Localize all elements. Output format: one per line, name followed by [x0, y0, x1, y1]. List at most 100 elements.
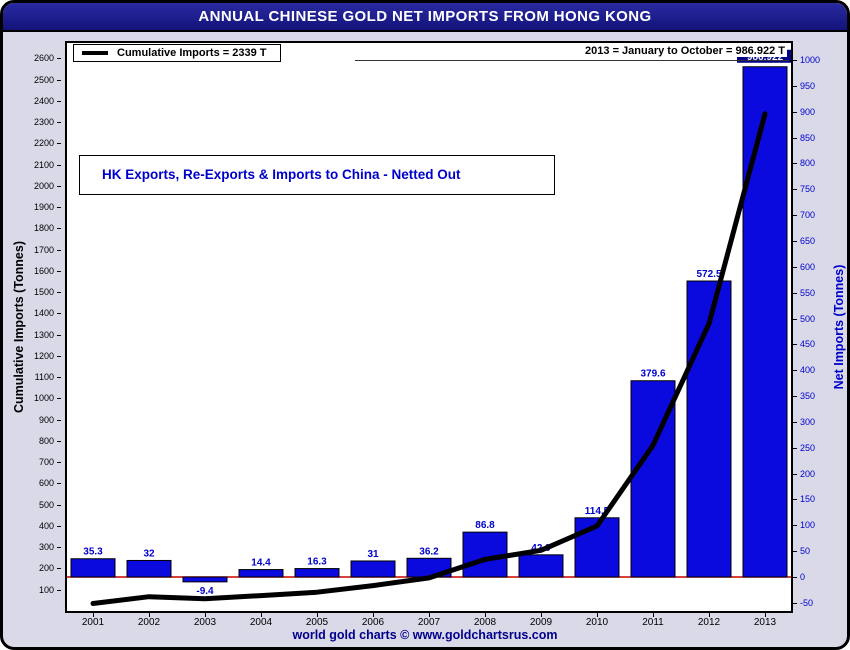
chart-canvas: 35.3 32-9.414.4 16.331 36.286.842.9114.5379…: [67, 49, 791, 606]
x-tick-label: 2002: [137, 617, 161, 628]
left-tick-label: 800: [38, 435, 54, 446]
tick-mark: [93, 613, 94, 617]
footer-credit: world gold charts © www.goldchartsrus.co…: [292, 628, 558, 642]
tick-mark: [793, 577, 797, 578]
tick-mark: [57, 186, 61, 187]
left-tick-label: 500: [38, 499, 54, 510]
left-tick-label: 1700: [33, 244, 54, 255]
left-tick-label: 1300: [33, 329, 54, 340]
header-separator-line: [355, 60, 789, 61]
x-tick-label: 2013: [753, 617, 777, 628]
tick-mark: [429, 613, 430, 617]
tick-mark: [793, 603, 797, 604]
tick-mark: [57, 250, 61, 251]
left-tick-label: 400: [38, 520, 54, 531]
bar-2002: [126, 559, 172, 578]
bar-label: 35.3: [83, 547, 103, 558]
legend-label: Cumulative Imports = 2339 T: [117, 47, 267, 59]
left-tick-label: 2500: [33, 74, 54, 85]
tick-mark: [793, 448, 797, 449]
tick-mark: [57, 590, 61, 591]
tick-mark: [57, 228, 61, 229]
tick-mark: [149, 613, 150, 617]
tick-mark: [793, 293, 797, 294]
tick-mark: [765, 613, 766, 617]
tick-mark: [57, 441, 61, 442]
bar-2001: [70, 558, 116, 578]
tick-mark: [793, 319, 797, 320]
tick-mark: [57, 58, 61, 59]
tick-mark: [57, 165, 61, 166]
left-tick-label: 1000: [33, 393, 54, 404]
tick-mark: [793, 138, 797, 139]
tick-mark: [541, 613, 542, 617]
tick-mark: [793, 551, 797, 552]
x-tick-label: 2001: [81, 617, 105, 628]
tick-mark: [57, 356, 61, 357]
bar-2012: [686, 280, 732, 578]
left-tick-label: 2600: [33, 53, 54, 64]
tick-mark: [793, 499, 797, 500]
tick-mark: [793, 370, 797, 371]
bar-label: 379.6: [640, 369, 665, 380]
right-axis: -50 0 50 100 150 200 250 300 350 400 450 500 550 600 6…: [793, 43, 847, 611]
left-tick-label: 1500: [33, 287, 54, 298]
x-tick-label: 2006: [361, 617, 385, 628]
left-tick-label: 200: [38, 563, 54, 574]
left-tick-label: 1600: [33, 265, 54, 276]
tick-mark: [205, 613, 206, 617]
tick-mark: [57, 505, 61, 506]
tick-mark: [793, 215, 797, 216]
page-title: ANNUAL CHINESE GOLD NET IMPORTS FROM HON…: [3, 3, 847, 32]
right-tick-label: 100: [800, 520, 816, 531]
tick-mark: [793, 241, 797, 242]
tick-mark: [57, 313, 61, 314]
left-tick-label: 2000: [33, 180, 54, 191]
bar-label: 16.3: [307, 557, 327, 568]
x-tick-label: 2007: [417, 617, 441, 628]
left-tick-label: 1100: [34, 372, 54, 383]
plot-area: 35.3 32 -9.4 14.4 16.3 31 36.2 86.8 42.9 114.5 379…: [65, 41, 793, 613]
right-tick-label: 150: [800, 494, 816, 505]
tick-mark: [793, 525, 797, 526]
tick-mark: [793, 86, 797, 87]
tick-mark: [373, 613, 374, 617]
bar-label: 32: [143, 548, 155, 559]
legend: Cumulative Imports = 2339 T: [73, 44, 282, 62]
left-tick-label: 700: [38, 457, 54, 468]
x-tick-label: 2004: [249, 617, 273, 628]
bar-label: 114.5: [585, 506, 610, 517]
right-tick-label: 600: [800, 261, 816, 272]
x-tick-label: 2008: [473, 617, 497, 628]
tick-mark: [597, 613, 598, 617]
tick-mark: [57, 568, 61, 569]
bar-label: 572.5: [696, 269, 721, 280]
tick-mark: [57, 398, 61, 399]
right-tick-label: 850: [800, 132, 816, 143]
tick-mark: [793, 474, 797, 475]
left-axis: 100 200 300 400 500 600 700 800 900 1000 1100 1200 1…: [3, 43, 61, 611]
bar-2009: [518, 554, 564, 578]
left-tick-label: 2200: [33, 138, 54, 149]
left-tick-label: 1900: [33, 202, 54, 213]
right-tick-label: 1000: [800, 55, 821, 65]
tick-mark: [793, 396, 797, 397]
bar-2003: [182, 576, 228, 583]
right-tick-label: 800: [800, 158, 816, 169]
right-tick-label: 500: [800, 313, 816, 324]
x-tick-label: 2003: [193, 617, 217, 628]
tick-mark: [317, 613, 318, 617]
x-tick-label: 2011: [642, 617, 664, 628]
bar-2006: [350, 560, 396, 578]
left-tick-label: 2100: [33, 159, 54, 170]
bar-label: 86.8: [475, 520, 495, 531]
tick-mark: [653, 613, 654, 617]
right-tick-label: 700: [800, 210, 816, 221]
x-tick-label: 2010: [585, 617, 609, 628]
right-tick-label: -50: [800, 597, 814, 608]
left-tick-label: 300: [38, 542, 54, 553]
tick-mark: [57, 462, 61, 463]
tick-mark: [57, 292, 61, 293]
cumulative-line: [90, 111, 768, 606]
